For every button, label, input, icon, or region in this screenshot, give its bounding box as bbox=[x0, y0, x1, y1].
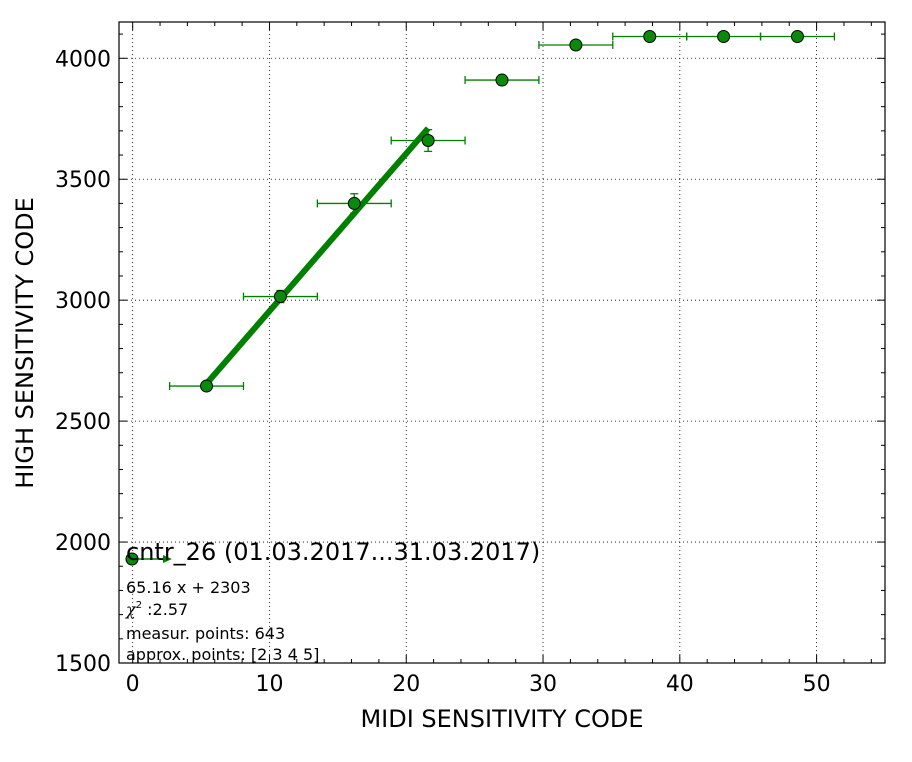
grid bbox=[119, 22, 885, 664]
legend-fit-equation: 65.16 x + 2303 bbox=[126, 578, 251, 597]
legend-approx-points: approx. points: [2 3 4 5] bbox=[126, 645, 319, 664]
data-point bbox=[569, 38, 583, 52]
y-axis-title: HIGH SENSITIVITY CODE bbox=[11, 197, 39, 489]
legend-marker bbox=[125, 552, 139, 566]
data-point bbox=[790, 30, 804, 44]
legend-chi-value: :2.57 bbox=[142, 600, 188, 619]
plot-area bbox=[119, 22, 885, 663]
data-point bbox=[495, 73, 509, 87]
y-tick-label: 3500 bbox=[55, 168, 111, 193]
x-tick-label: 20 bbox=[392, 672, 420, 697]
y-tick-label: 1500 bbox=[55, 652, 111, 677]
data-point bbox=[717, 30, 731, 44]
legend-measur-points: measur. points: 643 bbox=[126, 624, 285, 643]
y-tick-label: 4000 bbox=[55, 47, 111, 72]
data-point bbox=[643, 30, 657, 44]
y-tick-label: 3000 bbox=[55, 289, 111, 314]
legend-chi-exponent: 2 bbox=[136, 600, 142, 611]
x-tick-labels: 0 10 20 30 40 50 bbox=[126, 672, 831, 697]
legend-chi-square: χ2 :2.57 bbox=[125, 600, 188, 619]
x-tick-label: 30 bbox=[529, 672, 557, 697]
data-point bbox=[200, 379, 214, 393]
legend-chi-symbol: χ bbox=[125, 600, 137, 619]
legend: cntr_26 (01.03.2017...31.03.2017) 65.16 … bbox=[125, 538, 540, 664]
legend-arrow-icon bbox=[163, 555, 172, 563]
x-axis-title: MIDI SENSITIVITY CODE bbox=[360, 705, 643, 733]
x-tick-label: 50 bbox=[803, 672, 831, 697]
y-tick-labels: 1500 2000 2500 3000 3500 4000 bbox=[55, 47, 111, 677]
x-tick-label: 10 bbox=[255, 672, 283, 697]
ticks bbox=[119, 22, 885, 664]
points bbox=[200, 30, 804, 393]
legend-title: cntr_26 (01.03.2017...31.03.2017) bbox=[126, 538, 540, 566]
x-tick-label: 40 bbox=[666, 672, 694, 697]
data-point bbox=[273, 290, 287, 304]
fit-line bbox=[204, 126, 431, 386]
x-tick-label: 0 bbox=[126, 672, 140, 697]
plot-frame bbox=[118, 21, 886, 664]
fit-layer bbox=[204, 126, 431, 386]
y-tick-label: 2500 bbox=[55, 410, 111, 435]
data-point bbox=[421, 134, 435, 148]
data-point bbox=[347, 196, 361, 210]
y-tick-label: 2000 bbox=[55, 531, 111, 556]
